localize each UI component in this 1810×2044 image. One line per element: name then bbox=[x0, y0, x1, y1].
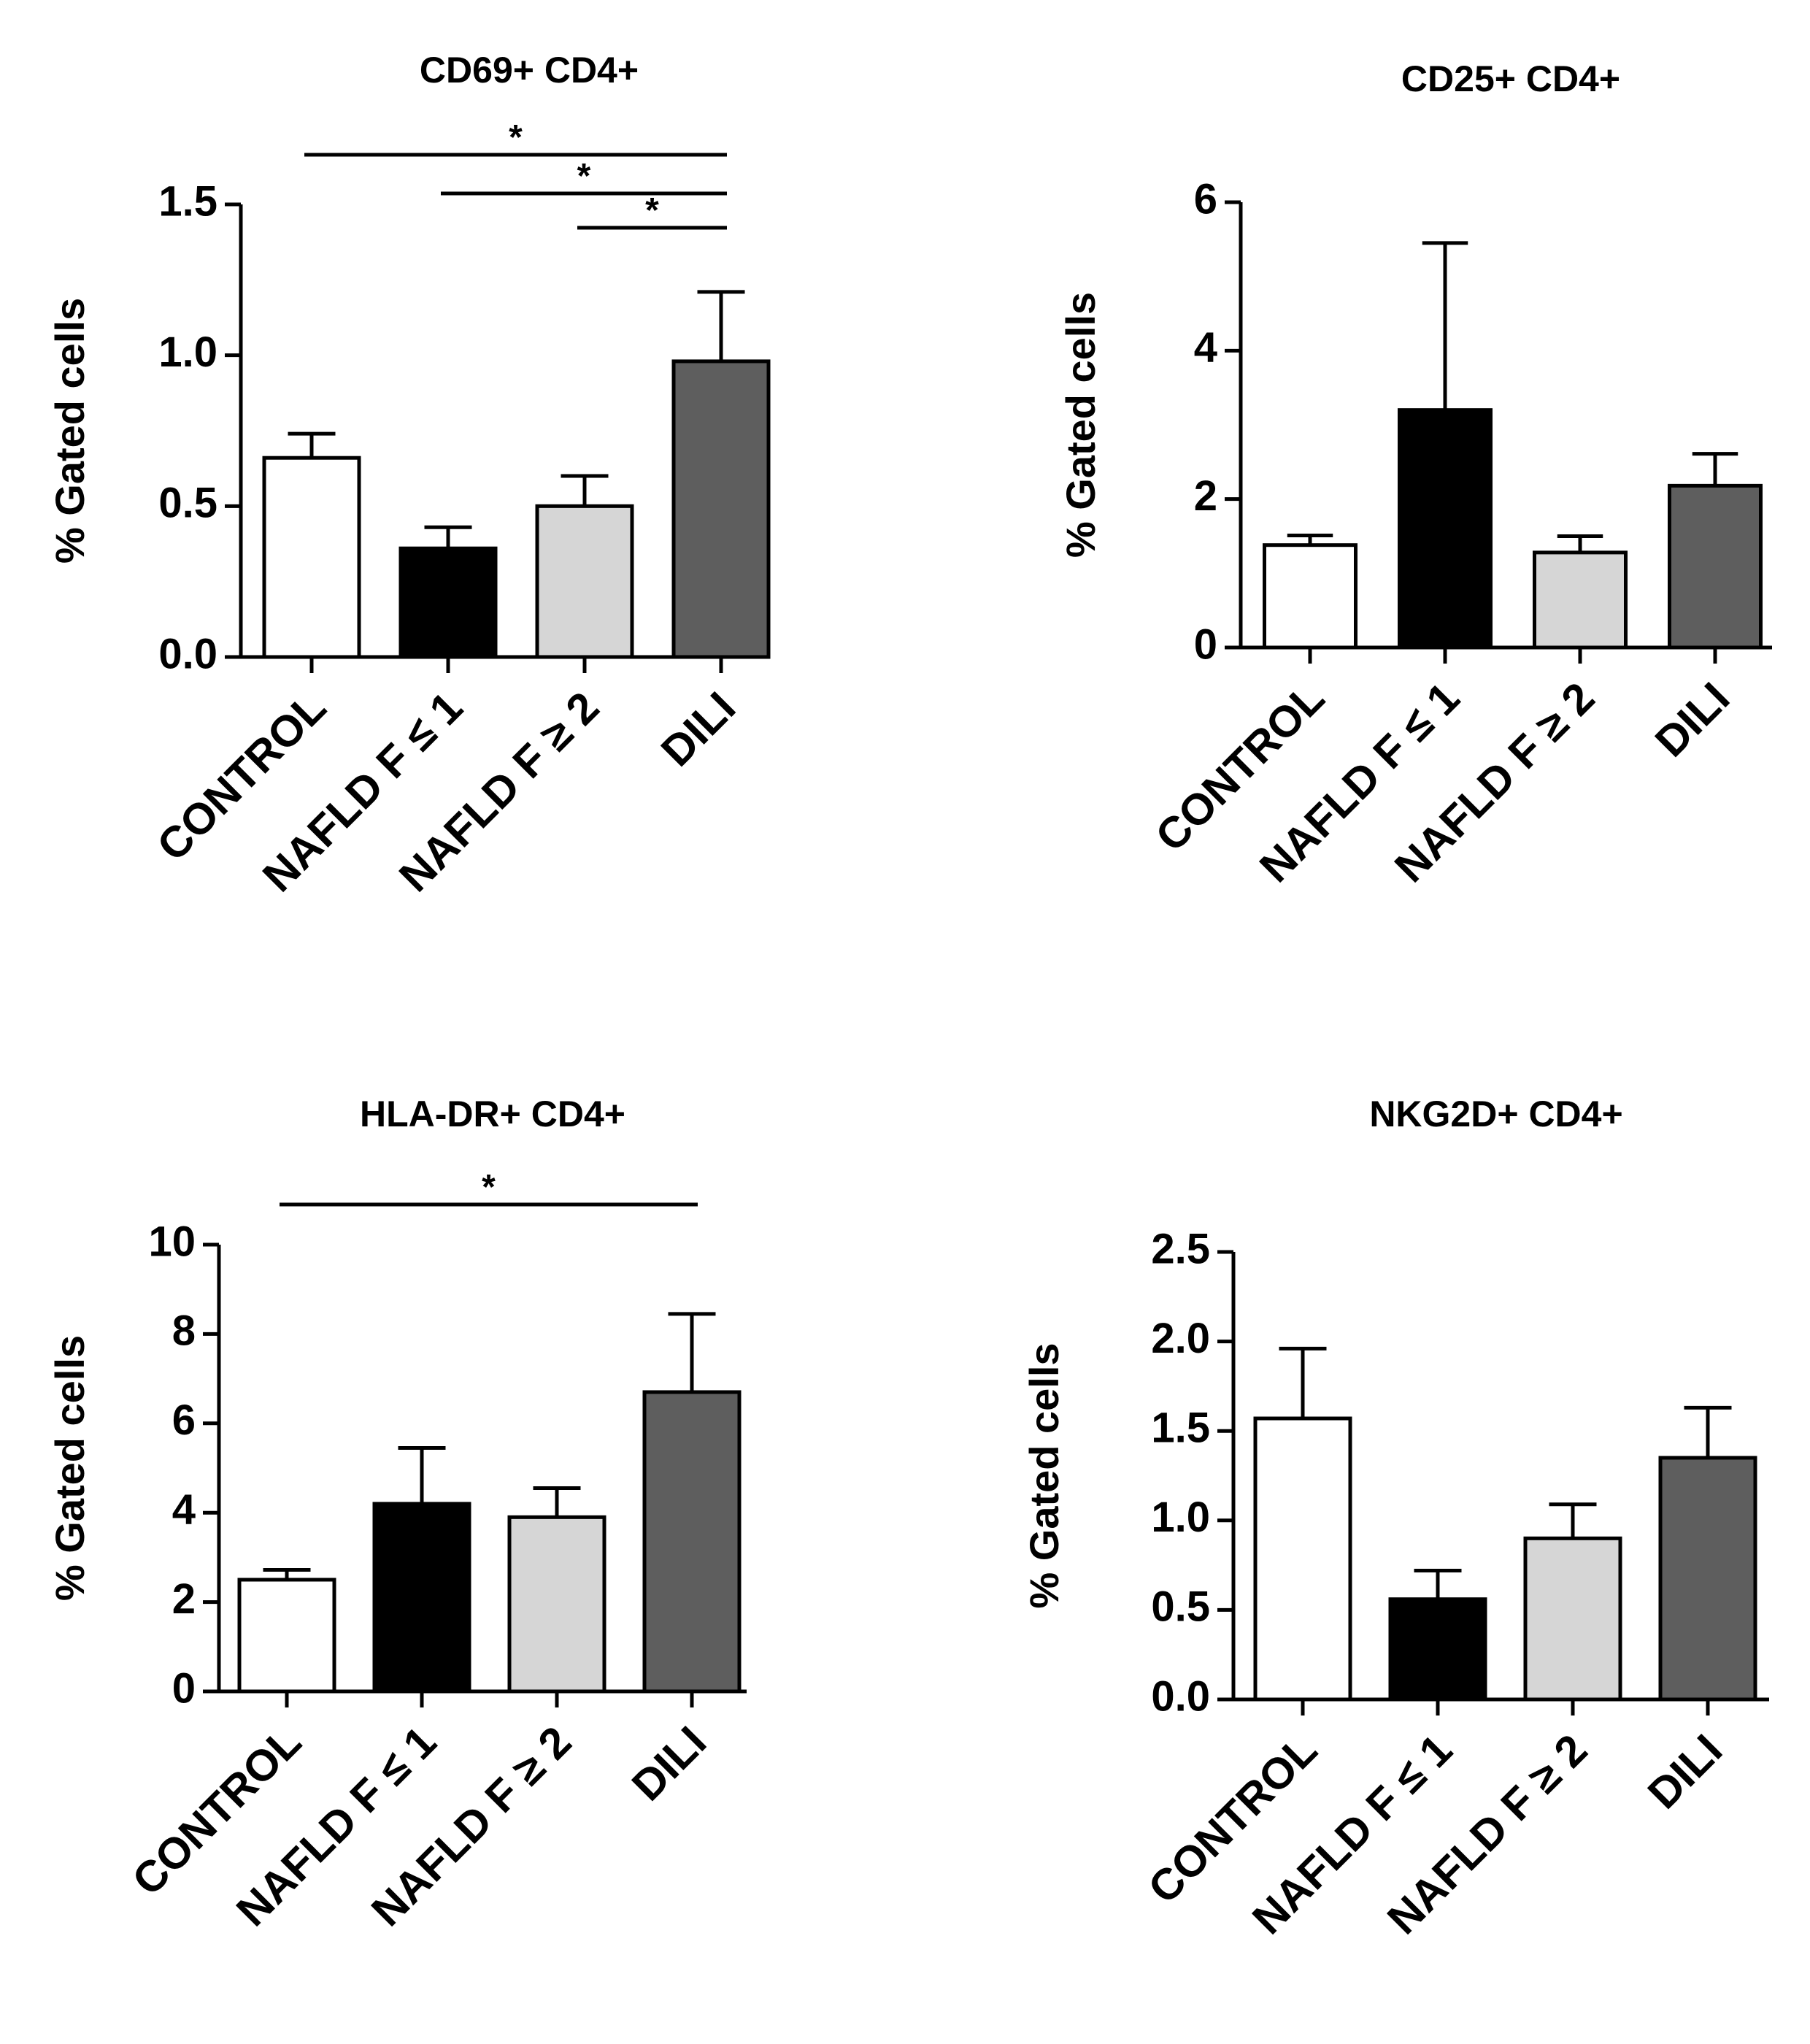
x-category-label: DILI bbox=[652, 683, 745, 776]
y-tick-label: 0 bbox=[1194, 620, 1217, 668]
y-tick-label: 1.0 bbox=[158, 328, 217, 376]
chart-panel-4: NKG2D+ CD4+ % Gated cells 0.0 0.5 1.0 1.5 2.0 2… bbox=[1021, 1094, 1769, 1943]
bar-4 bbox=[671, 359, 771, 659]
y-tick-label: 6 bbox=[172, 1396, 196, 1444]
y-tick-label: 2 bbox=[1194, 472, 1217, 520]
bar-3 bbox=[535, 504, 634, 659]
bar-2 bbox=[398, 546, 498, 659]
bar-3 bbox=[1533, 550, 1628, 650]
x-category-label: DILI bbox=[1638, 1725, 1732, 1818]
significance-star: * bbox=[482, 1168, 496, 1207]
y-tick-label: 6 bbox=[1194, 175, 1217, 223]
y-tick-label: 1.5 bbox=[1151, 1405, 1210, 1452]
y-tick-label: 10 bbox=[148, 1218, 196, 1265]
y-axis-label: % Gated cells bbox=[1021, 1342, 1067, 1608]
y-tick-label: 0.5 bbox=[158, 480, 217, 527]
bar-1 bbox=[237, 1578, 336, 1694]
significance-star: * bbox=[645, 191, 659, 230]
bar-4 bbox=[1668, 483, 1763, 650]
significance-star: * bbox=[577, 157, 591, 196]
bar-2 bbox=[372, 1502, 471, 1694]
y-tick-label: 0.0 bbox=[1151, 1672, 1210, 1720]
y-tick-label: 0 bbox=[172, 1664, 196, 1712]
bar-4 bbox=[642, 1390, 742, 1694]
significance-star: * bbox=[509, 118, 523, 157]
y-tick-label: 1.0 bbox=[1151, 1494, 1210, 1541]
y-tick-label: 2 bbox=[172, 1575, 196, 1623]
y-axis-label: % Gated cells bbox=[47, 1335, 93, 1601]
chart-title: HLA-DR+ CD4+ bbox=[360, 1094, 625, 1134]
y-tick-label: 4 bbox=[1194, 324, 1217, 372]
y-axis-label: % Gated cells bbox=[47, 298, 93, 564]
bar-1 bbox=[1253, 1416, 1352, 1702]
y-tick-label: 8 bbox=[172, 1307, 196, 1355]
chart-title: CD69+ CD4+ bbox=[420, 50, 639, 91]
y-tick-label: 0.0 bbox=[158, 630, 217, 677]
chart-panel-1: CD69+ CD4+% Gated cells0.00.51.01.5CONTR… bbox=[47, 50, 771, 901]
x-category-label: DILI bbox=[623, 1717, 716, 1810]
x-category-label: DILI bbox=[1646, 673, 1739, 766]
bar-1 bbox=[1263, 543, 1358, 650]
y-tick-label: 4 bbox=[172, 1486, 196, 1534]
bar-4 bbox=[1658, 1456, 1757, 1702]
y-axis-label: % Gated cells bbox=[1058, 292, 1104, 558]
chart-panel-2: CD25+ CD4+% Gated cells0246CONTROLNAFLD … bbox=[1058, 58, 1772, 891]
chart-panel-3: HLA-DR+ CD4+% Gated cells0246810CONTROLN… bbox=[47, 1094, 747, 1935]
chart-title: CD25+ CD4+ bbox=[1401, 58, 1620, 99]
y-tick-label: 0.5 bbox=[1151, 1583, 1210, 1631]
bar-1 bbox=[262, 456, 361, 659]
bar-2 bbox=[1388, 1597, 1487, 1702]
y-tick-label: 2.5 bbox=[1151, 1225, 1210, 1272]
y-tick-label: 1.5 bbox=[158, 177, 217, 225]
bar-2 bbox=[1398, 408, 1493, 650]
bar-3 bbox=[1523, 1536, 1622, 1702]
bar-3 bbox=[507, 1515, 606, 1694]
y-tick-label: 2.0 bbox=[1151, 1315, 1210, 1362]
chart-title: NKG2D+ CD4+ bbox=[1369, 1094, 1622, 1134]
